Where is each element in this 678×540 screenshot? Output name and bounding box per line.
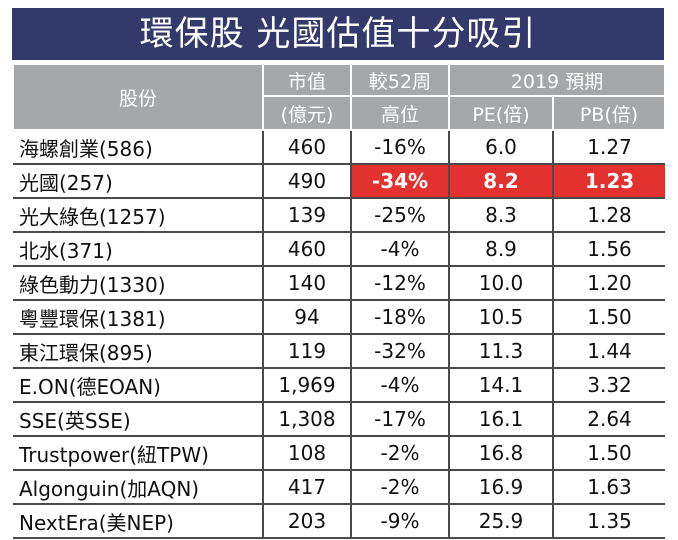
header-stock: 股份 [12, 63, 264, 131]
pe-ratio: 16.8 [449, 436, 554, 471]
stock-name: 粵豐環保(1381) [13, 300, 264, 335]
table-row: 海螺創業(586) 460 -16% 6.0 1.27 [13, 130, 665, 165]
stock-name: 光國(257) [13, 164, 264, 199]
pe-ratio: 25.9 [449, 504, 554, 539]
table-header: 股份 市值 較52周 2019 預期 (億元) 高位 PE(倍) PB(倍) [12, 63, 666, 131]
stock-name: 綠色動力(1330) [13, 266, 264, 301]
table-body: 海螺創業(586) 460 -16% 6.0 1.27 光國(257) 490 … [13, 130, 665, 539]
change-from-high: -9% [351, 504, 450, 539]
valuation-table: 股份 市值 較52周 2019 預期 (億元) 高位 PE(倍) PB(倍) 海… [12, 63, 666, 539]
market-cap: 417 [263, 470, 352, 505]
stock-name: 海螺創業(586) [13, 130, 264, 165]
change-from-high: -32% [351, 334, 450, 369]
stock-name: 光大綠色(1257) [13, 198, 264, 233]
change-from-high: -17% [351, 402, 450, 437]
market-cap: 1,308 [263, 402, 352, 437]
pe-ratio: 8.3 [449, 198, 554, 233]
market-cap: 1,969 [263, 368, 352, 403]
change-from-high: -2% [351, 436, 450, 471]
pb-ratio: 1.27 [553, 130, 665, 165]
pe-ratio: 8.9 [449, 232, 554, 267]
header-change-line2: 高位 [350, 95, 450, 131]
table-row: 北水(371) 460 -4% 8.9 1.56 [13, 232, 665, 267]
table-row: Algonguin(加AQN) 417 -2% 16.9 1.63 [13, 470, 665, 505]
pb-ratio: 1.56 [553, 232, 665, 267]
pb-ratio: 1.63 [553, 470, 665, 505]
pb-ratio: 1.44 [553, 334, 665, 369]
table-row: NextEra(美NEP) 203 -9% 25.9 1.35 [13, 504, 665, 539]
change-from-high: -18% [351, 300, 450, 335]
stock-name: E.ON(德EOAN) [13, 368, 264, 403]
change-from-high: -34% [351, 164, 450, 199]
header-pe: PE(倍) [448, 95, 554, 131]
pb-ratio: 1.50 [553, 300, 665, 335]
pe-ratio: 10.5 [449, 300, 554, 335]
market-cap: 460 [263, 232, 352, 267]
market-cap: 490 [263, 164, 352, 199]
table-row: E.ON(德EOAN) 1,969 -4% 14.1 3.32 [13, 368, 665, 403]
table-row: 光大綠色(1257) 139 -25% 8.3 1.28 [13, 198, 665, 233]
header-change-line1: 較52周 [350, 63, 450, 97]
market-cap: 119 [263, 334, 352, 369]
pb-ratio: 2.64 [553, 402, 665, 437]
change-from-high: -4% [351, 232, 450, 267]
stock-name: 北水(371) [13, 232, 264, 267]
market-cap: 140 [263, 266, 352, 301]
table-row: SSE(英SSE) 1,308 -17% 16.1 2.64 [13, 402, 665, 437]
table-title: 環保股 光國估值十分吸引 [12, 8, 664, 60]
table-row: 東江環保(895) 119 -32% 11.3 1.44 [13, 334, 665, 369]
header-mcap-line1: 市值 [262, 63, 352, 97]
pb-ratio: 1.35 [553, 504, 665, 539]
table-row-highlighted: 光國(257) 490 -34% 8.2 1.23 [13, 164, 665, 199]
market-cap: 139 [263, 198, 352, 233]
change-from-high: -16% [351, 130, 450, 165]
pe-ratio: 8.2 [449, 164, 554, 199]
stock-name: NextEra(美NEP) [13, 504, 264, 539]
pb-ratio: 1.20 [553, 266, 665, 301]
table-row: Trustpower(紐TPW) 108 -2% 16.8 1.50 [13, 436, 665, 471]
pe-ratio: 14.1 [449, 368, 554, 403]
pe-ratio: 11.3 [449, 334, 554, 369]
pe-ratio: 16.1 [449, 402, 554, 437]
pb-ratio: 3.32 [553, 368, 665, 403]
market-cap: 460 [263, 130, 352, 165]
stock-name: 東江環保(895) [13, 334, 264, 369]
pe-ratio: 6.0 [449, 130, 554, 165]
header-forecast: 2019 預期 [448, 63, 666, 97]
table-graphic: 環保股 光國估值十分吸引 股份 市值 較52周 2019 預期 (億元) 高位 … [12, 8, 666, 539]
pe-ratio: 16.9 [449, 470, 554, 505]
table-row: 粵豐環保(1381) 94 -18% 10.5 1.50 [13, 300, 665, 335]
change-from-high: -4% [351, 368, 450, 403]
pe-ratio: 10.0 [449, 266, 554, 301]
header-pb: PB(倍) [552, 95, 666, 131]
market-cap: 108 [263, 436, 352, 471]
change-from-high: -2% [351, 470, 450, 505]
market-cap: 203 [263, 504, 352, 539]
stock-name: SSE(英SSE) [13, 402, 264, 437]
change-from-high: -25% [351, 198, 450, 233]
pb-ratio: 1.50 [553, 436, 665, 471]
market-cap: 94 [263, 300, 352, 335]
stock-name: Algonguin(加AQN) [13, 470, 264, 505]
change-from-high: -12% [351, 266, 450, 301]
header-mcap-line2: (億元) [262, 95, 352, 131]
pb-ratio: 1.28 [553, 198, 665, 233]
table-row: 綠色動力(1330) 140 -12% 10.0 1.20 [13, 266, 665, 301]
pb-ratio: 1.23 [553, 164, 665, 199]
stock-name: Trustpower(紐TPW) [13, 436, 264, 471]
